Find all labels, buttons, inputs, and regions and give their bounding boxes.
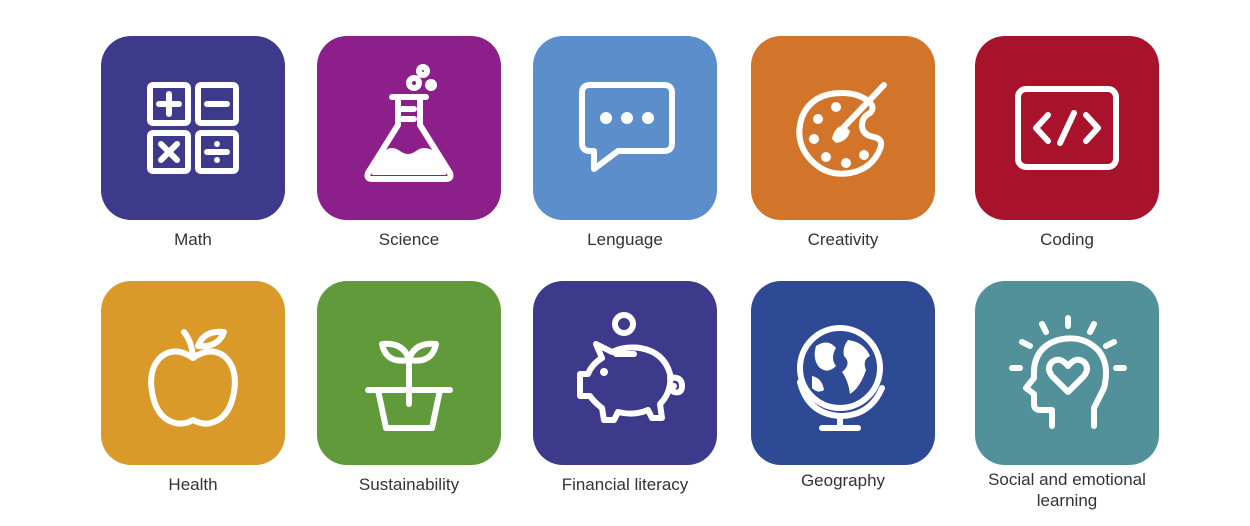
globe-icon: [797, 325, 885, 431]
subject-tile-sustainability[interactable]: Sustainability: [317, 281, 501, 495]
subject-label: Science: [378, 230, 440, 249]
plant-pot-icon: [365, 340, 453, 431]
subject-label: Geography: [800, 471, 886, 490]
subject-tile-science[interactable]: Science: [317, 36, 501, 250]
head-heart-icon: [1009, 315, 1127, 429]
subject-label: Lenguage: [587, 230, 663, 249]
creativity-icon-box: [751, 36, 935, 220]
coding-icon-box: [975, 36, 1159, 220]
financial-literacy-icon-box: [533, 281, 717, 465]
subject-label: Coding: [1040, 230, 1094, 249]
subject-tile-financial-literacy[interactable]: Financial literacy: [533, 281, 717, 495]
subject-tile-language[interactable]: Lenguage: [533, 36, 717, 250]
calculator-icon: [147, 82, 239, 174]
geography-icon-box: [751, 281, 935, 465]
subject-label: Math: [174, 230, 212, 249]
subject-tile-geography[interactable]: Geography: [751, 281, 935, 491]
subject-tile-math[interactable]: Math: [101, 36, 285, 250]
health-icon-box: [101, 281, 285, 465]
subject-label: Sustainability: [358, 475, 460, 494]
math-icon-box: [101, 36, 285, 220]
paint-palette-icon: [796, 82, 887, 177]
sustainability-icon-box: [317, 281, 501, 465]
science-icon-box: [317, 36, 501, 220]
language-icon-box: [533, 36, 717, 220]
code-icon: [1015, 86, 1119, 170]
social-emotional-icon-box: [975, 281, 1159, 465]
subject-label: Financial literacy: [561, 475, 689, 494]
subject-tile-coding[interactable]: Coding: [975, 36, 1159, 250]
flask-icon: [364, 64, 454, 182]
apple-icon: [148, 328, 238, 427]
subject-label: Creativity: [807, 230, 879, 249]
subject-tile-social-emotional-learning[interactable]: Social and emotional learning: [975, 281, 1159, 511]
subject-tile-health[interactable]: Health: [101, 281, 285, 495]
chat-bubble-icon: [579, 82, 675, 172]
piggy-bank-icon: [577, 312, 685, 423]
subject-label: Health: [168, 475, 218, 494]
subject-label: Social and emotional learning: [988, 470, 1146, 510]
subject-tile-creativity[interactable]: Creativity: [751, 36, 935, 250]
